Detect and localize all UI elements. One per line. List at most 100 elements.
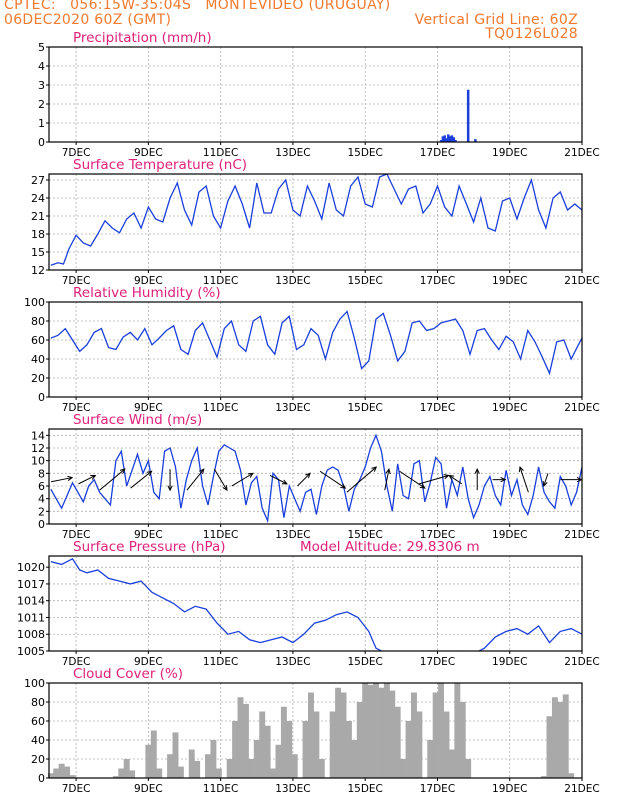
wind-arrow-head (167, 485, 173, 492)
data-bar (448, 136, 452, 142)
data-bar (394, 706, 401, 778)
data-bar (167, 754, 174, 778)
data-bar (112, 776, 119, 778)
data-bar (280, 706, 287, 778)
wind-arrow-head (119, 468, 126, 474)
wind-arrow-head (419, 483, 426, 489)
x-tick-label: 19DEC (492, 529, 527, 541)
data-bar (474, 139, 477, 142)
y-tick-label: 20 (31, 753, 45, 766)
data-bar (445, 138, 448, 142)
x-tick-label: 21DEC (564, 783, 599, 795)
data-bar (356, 702, 363, 778)
y-tick-label: 14 (31, 429, 45, 442)
y-tick-label: 5 (38, 41, 45, 54)
plot-frame (48, 173, 583, 271)
wind-arrow (319, 470, 346, 489)
wind-arrow (78, 475, 96, 485)
data-bar (205, 754, 211, 778)
y-tick-label: 2 (38, 505, 45, 518)
data-bar (443, 135, 446, 142)
data-bar (318, 759, 325, 778)
x-tick-label: 17DEC (420, 656, 455, 668)
y-tick-label: 2 (38, 98, 45, 111)
x-tick-label: 21DEC (564, 656, 599, 668)
y-tick-label: 1014 (17, 595, 45, 608)
data-bar (340, 692, 347, 778)
wind-arrow-head (474, 468, 480, 474)
x-tick-label: 7DEC (62, 275, 91, 287)
data-bar (291, 754, 298, 778)
wind-arrow (130, 470, 152, 489)
x-tick-label: 15DEC (347, 275, 382, 287)
x-tick-label: 21DEC (564, 529, 599, 541)
wind-arrow-head (448, 474, 455, 481)
series-line (50, 174, 582, 266)
data-bar (118, 768, 125, 778)
data-bar (253, 740, 260, 778)
wind-arrow (51, 477, 73, 483)
x-tick-label: 21DEC (564, 147, 599, 159)
y-tick-label: 18 (31, 228, 45, 241)
y-tick-label: 60 (31, 334, 45, 347)
data-bar (345, 721, 352, 778)
wind-arrow-head (443, 474, 450, 480)
wind-arrow (213, 468, 228, 491)
x-tick-label: 19DEC (492, 783, 527, 795)
x-tick-label: 15DEC (347, 656, 382, 668)
x-tick-label: 11DEC (203, 529, 238, 541)
data-bar (454, 140, 457, 142)
data-bar (443, 711, 450, 778)
data-bar (129, 770, 136, 778)
data-bar (450, 135, 454, 142)
data-bar (156, 768, 163, 778)
data-bar (313, 711, 320, 778)
panel-2: 12 15 18 21 24 27 7DEC 9DEC 11DEC 13DEC 15DEC 17DEC… (31, 157, 600, 287)
wind-arrow-head (542, 480, 548, 488)
data-bar (465, 759, 472, 778)
plot-frame (48, 428, 583, 525)
data-bar (232, 721, 239, 778)
data-bar (448, 749, 455, 778)
wind-arrow-head (247, 472, 254, 478)
x-tick-label: 17DEC (420, 402, 455, 414)
wind-arrow-head (90, 474, 97, 480)
data-bar (416, 711, 423, 778)
data-bar (286, 721, 293, 778)
y-tick-label: 1020 (17, 561, 45, 574)
y-tick-label: 4 (38, 493, 45, 506)
wind-arrow-head (146, 470, 153, 476)
data-bar (568, 773, 575, 778)
y-tick-label: 3 (38, 79, 45, 92)
x-tick-label: 9DEC (134, 656, 163, 668)
panel-title: Surface Pressure (hPa) (73, 539, 226, 555)
data-bar (378, 687, 385, 778)
x-tick-label: 11DEC (203, 147, 238, 159)
wind-arrow (384, 469, 390, 491)
data-bar (194, 760, 201, 778)
wind-arrow-head (340, 483, 347, 489)
wind-arrow-head (281, 479, 288, 485)
panel-title: Surface Wind (m/s) (73, 412, 202, 428)
y-tick-label: 8 (38, 467, 45, 480)
y-tick-label: 10 (31, 455, 45, 468)
wind-arrow (99, 468, 126, 491)
data-bar (53, 768, 60, 778)
data-bar (47, 773, 54, 778)
data-bar (302, 721, 309, 778)
data-bar (362, 683, 369, 778)
x-tick-label: 11DEC (203, 275, 238, 287)
data-bar (411, 692, 417, 778)
y-tick-label: 40 (31, 734, 45, 747)
y-tick-label: 24 (31, 192, 45, 205)
y-tick-label: 100 (24, 677, 45, 690)
data-bar (441, 136, 445, 142)
data-bar (226, 759, 233, 778)
wind-arrow-head (199, 468, 205, 475)
x-tick-label: 11DEC (203, 783, 238, 795)
wind-arrow (297, 473, 311, 487)
data-bar (373, 683, 379, 778)
y-tick-label: 1008 (17, 628, 45, 641)
